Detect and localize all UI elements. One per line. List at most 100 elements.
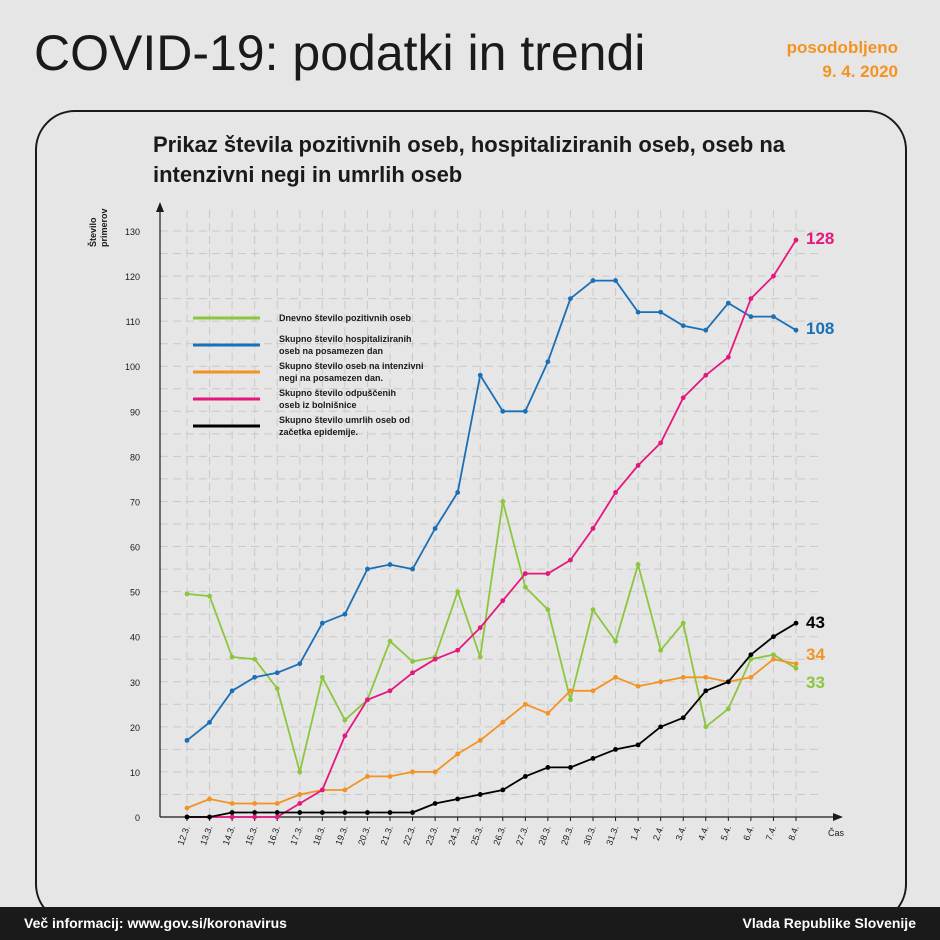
data-point [229, 814, 235, 820]
data-point [274, 814, 280, 820]
x-tick-label: 18.3. [311, 824, 327, 846]
data-point [365, 810, 370, 815]
y-tick-label: 60 [130, 543, 140, 553]
footer-info-link[interactable]: Več informacij: www.gov.si/koronavirus [24, 915, 287, 931]
data-point [229, 801, 235, 806]
data-point [500, 499, 506, 504]
x-tick-label: 4.4. [696, 824, 711, 842]
data-point [545, 710, 551, 716]
data-point [568, 765, 573, 770]
end-value-label: 33 [806, 673, 825, 692]
data-point [522, 774, 528, 779]
data-point [680, 620, 686, 626]
data-point [703, 327, 709, 333]
data-point [410, 810, 415, 815]
data-point [252, 801, 258, 806]
data-point [184, 591, 190, 597]
data-point [568, 296, 573, 302]
x-tick-label: 29.3. [559, 824, 575, 846]
page-title: COVID-19: podatki in trendi [34, 25, 646, 81]
x-axis-arrow [833, 813, 843, 821]
data-point [703, 674, 709, 680]
data-point [274, 686, 280, 691]
y-axis-label: primerov [99, 208, 109, 247]
y-tick-label: 110 [126, 317, 140, 327]
data-point [252, 674, 258, 680]
data-point [207, 814, 212, 820]
data-point [477, 792, 483, 797]
data-point [703, 372, 709, 378]
data-point [748, 674, 754, 680]
x-tick-label: 2.4. [651, 824, 666, 842]
data-point [522, 584, 528, 590]
data-point [793, 327, 799, 333]
data-point [635, 463, 641, 468]
series-line [187, 622, 797, 818]
data-point [613, 674, 618, 680]
y-tick-label: 20 [130, 723, 140, 733]
data-point [297, 661, 303, 667]
x-tick-label: 27.3. [514, 824, 530, 846]
end-value-label: 43 [806, 613, 825, 632]
data-point [748, 656, 754, 662]
data-point [410, 670, 415, 676]
data-point [387, 688, 393, 694]
data-point [455, 589, 461, 595]
data-point [274, 670, 280, 676]
data-point [207, 593, 212, 599]
data-point [793, 620, 799, 626]
y-tick-label: 0 [135, 813, 140, 823]
updated-date: 9. 4. 2020 [822, 62, 898, 81]
x-tick-label: 8.4. [786, 824, 801, 842]
x-tick-label: 22.3. [401, 824, 417, 846]
data-point [387, 774, 393, 779]
data-point [522, 408, 528, 414]
data-point [184, 737, 190, 743]
series-line [187, 239, 797, 818]
x-axis-label: Čas [828, 828, 845, 838]
data-point [748, 314, 754, 320]
data-point [568, 557, 573, 563]
data-point [522, 571, 528, 576]
update-info: posodobljeno 9. 4. 2020 [787, 36, 898, 84]
data-point [252, 810, 258, 815]
data-point [771, 656, 776, 662]
legend-label: Skupno število oseb na intenzivni [279, 361, 424, 371]
x-tick-label: 14.3. [221, 824, 237, 846]
data-point [658, 647, 664, 653]
data-point [680, 323, 686, 329]
data-point [252, 656, 258, 662]
data-point [590, 688, 596, 694]
data-point [500, 787, 506, 793]
data-point [703, 688, 709, 694]
x-tick-label: 23.3. [424, 824, 440, 846]
legend-label: Skupno število umrlih oseb od [279, 415, 410, 425]
data-point [319, 674, 325, 680]
data-point [410, 659, 415, 664]
data-point [342, 717, 348, 723]
data-point [613, 278, 618, 283]
data-point [207, 719, 212, 725]
data-point [477, 654, 483, 660]
data-point [658, 440, 664, 446]
data-point [410, 769, 415, 775]
chart-title: Prikaz števila pozitivnih oseb, hospital… [153, 132, 786, 187]
data-point [432, 801, 438, 806]
data-point [432, 656, 438, 662]
updated-label: posodobljeno [786, 38, 898, 57]
data-point [252, 814, 258, 820]
x-tick-label: 24.3. [446, 824, 462, 846]
x-tick-label: 17.3. [288, 824, 304, 846]
x-tick-label: 26.3. [491, 824, 507, 846]
data-point [274, 810, 280, 815]
data-point [477, 372, 483, 378]
data-point [680, 674, 686, 680]
data-point [703, 724, 709, 730]
x-tick-label: 1.4. [628, 824, 643, 842]
y-tick-label: 10 [130, 768, 140, 778]
data-point [319, 620, 325, 626]
legend-label: oseb na posamezen dan [279, 346, 383, 356]
x-tick-label: 15.3. [243, 824, 259, 846]
x-tick-label: 21.3. [379, 824, 395, 846]
